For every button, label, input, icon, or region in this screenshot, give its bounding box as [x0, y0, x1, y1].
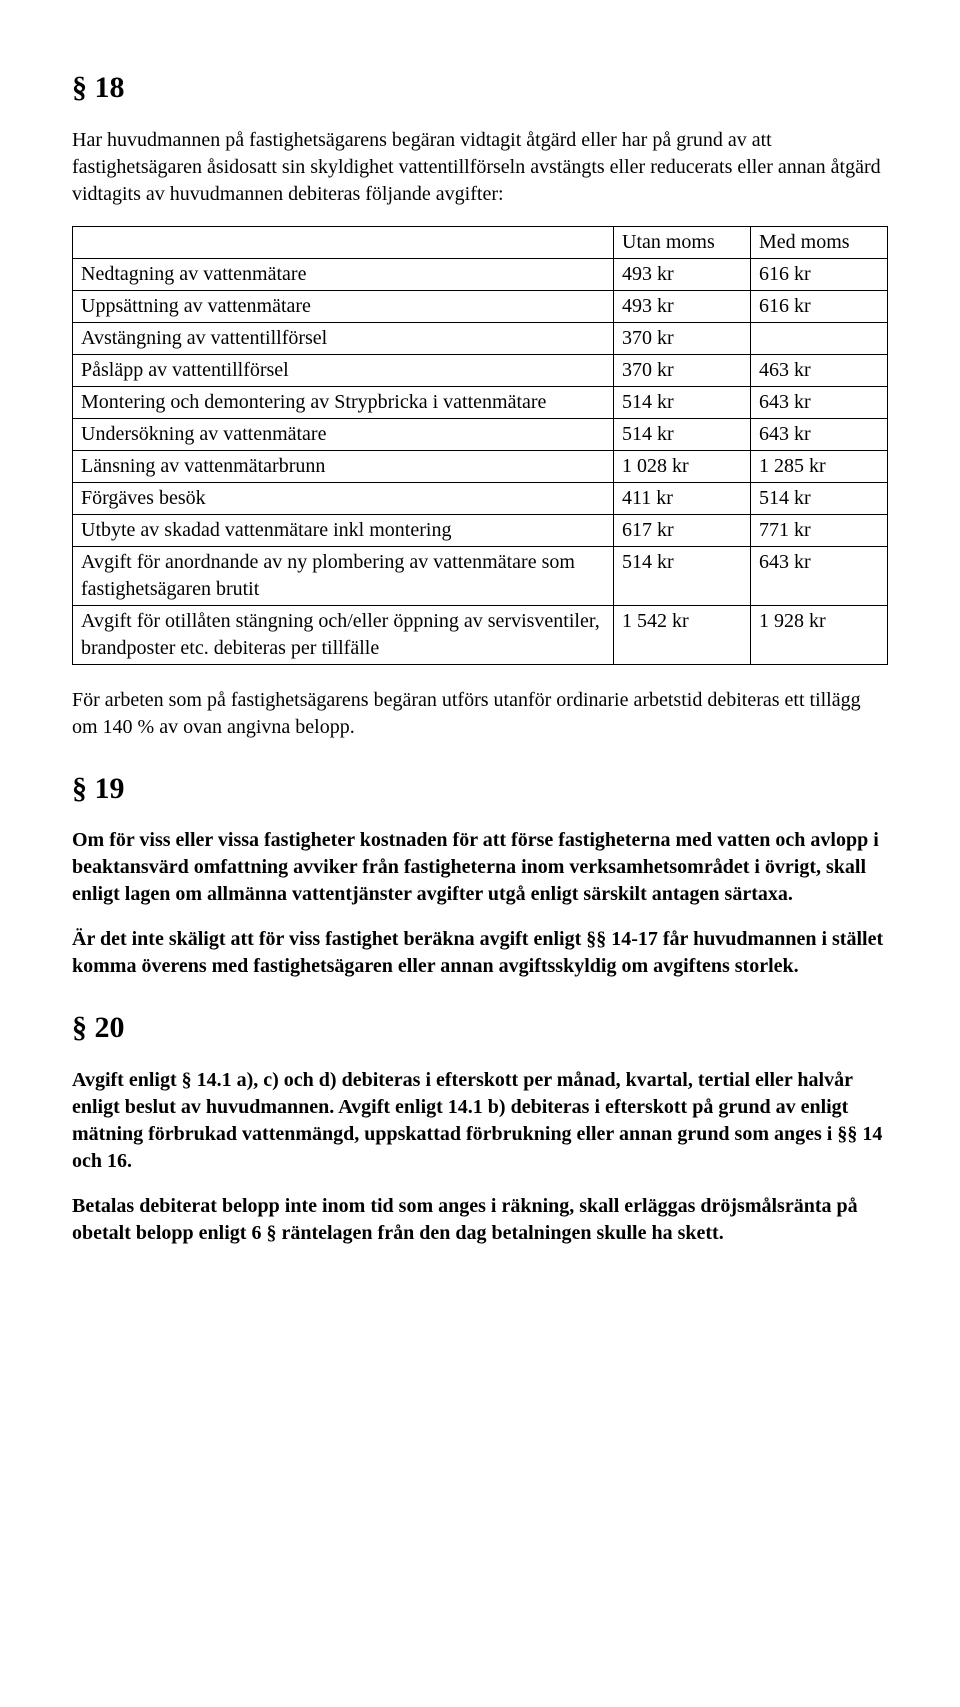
table-cell: 771 kr — [751, 514, 888, 546]
table-cell: 643 kr — [751, 386, 888, 418]
section-19-heading: § 19 — [72, 769, 888, 810]
table-header-cell: Med moms — [751, 226, 888, 258]
table-row: Avgift för otillåten stängning och/eller… — [73, 605, 888, 664]
table-cell: 617 kr — [614, 514, 751, 546]
table-cell: 463 kr — [751, 354, 888, 386]
table-row: Avgift för anordnande av ny plombering a… — [73, 546, 888, 605]
table-cell: Påsläpp av vattentillförsel — [73, 354, 614, 386]
table-row: Avstängning av vattentillförsel 370 kr — [73, 322, 888, 354]
section-19-paragraph-1: Om för viss eller vissa fastigheter kost… — [72, 827, 888, 908]
table-cell: Avstängning av vattentillförsel — [73, 322, 614, 354]
table-cell: 643 kr — [751, 546, 888, 605]
section-18-heading: § 18 — [72, 68, 888, 109]
table-cell: Länsning av vattenmätarbrunn — [73, 450, 614, 482]
table-cell: Utbyte av skadad vattenmätare inkl monte… — [73, 514, 614, 546]
table-cell: 514 kr — [614, 418, 751, 450]
table-cell: Undersökning av vattenmätare — [73, 418, 614, 450]
table-row: Utbyte av skadad vattenmätare inkl monte… — [73, 514, 888, 546]
table-cell: 616 kr — [751, 290, 888, 322]
table-cell: Avgift för otillåten stängning och/eller… — [73, 605, 614, 664]
table-cell — [751, 322, 888, 354]
table-cell: Uppsättning av vattenmätare — [73, 290, 614, 322]
table-cell: 1 285 kr — [751, 450, 888, 482]
fee-table: Utan moms Med moms Nedtagning av vattenm… — [72, 226, 888, 665]
table-row: Påsläpp av vattentillförsel 370 kr 463 k… — [73, 354, 888, 386]
table-cell: 1 028 kr — [614, 450, 751, 482]
table-cell: 493 kr — [614, 290, 751, 322]
table-row: Länsning av vattenmätarbrunn 1 028 kr 1 … — [73, 450, 888, 482]
table-cell: 1 542 kr — [614, 605, 751, 664]
table-cell: 514 kr — [614, 546, 751, 605]
table-row: Förgäves besök 411 kr 514 kr — [73, 482, 888, 514]
table-cell: Montering och demontering av Strypbricka… — [73, 386, 614, 418]
table-cell: 370 kr — [614, 322, 751, 354]
table-row: Nedtagning av vattenmätare 493 kr 616 kr — [73, 258, 888, 290]
section-19-paragraph-2: Är det inte skäligt att för viss fastigh… — [72, 926, 888, 980]
table-row: Undersökning av vattenmätare 514 kr 643 … — [73, 418, 888, 450]
table-row: Montering och demontering av Strypbricka… — [73, 386, 888, 418]
table-cell: Avgift för anordnande av ny plombering a… — [73, 546, 614, 605]
table-cell: 514 kr — [614, 386, 751, 418]
table-cell: 514 kr — [751, 482, 888, 514]
section-18-outro: För arbeten som på fastighetsägarens beg… — [72, 687, 888, 741]
section-20-paragraph-1: Avgift enligt § 14.1 a), c) och d) debit… — [72, 1067, 888, 1175]
section-18-intro: Har huvudmannen på fastighetsägarens beg… — [72, 127, 888, 208]
table-header-cell: Utan moms — [614, 226, 751, 258]
table-cell: 411 kr — [614, 482, 751, 514]
table-cell: Nedtagning av vattenmätare — [73, 258, 614, 290]
table-row: Uppsättning av vattenmätare 493 kr 616 k… — [73, 290, 888, 322]
table-header-cell — [73, 226, 614, 258]
section-20-heading: § 20 — [72, 1008, 888, 1049]
table-cell: 493 kr — [614, 258, 751, 290]
table-cell: Förgäves besök — [73, 482, 614, 514]
table-header-row: Utan moms Med moms — [73, 226, 888, 258]
table-cell: 616 kr — [751, 258, 888, 290]
section-20-paragraph-2: Betalas debiterat belopp inte inom tid s… — [72, 1193, 888, 1247]
table-cell: 643 kr — [751, 418, 888, 450]
table-cell: 370 kr — [614, 354, 751, 386]
table-cell: 1 928 kr — [751, 605, 888, 664]
